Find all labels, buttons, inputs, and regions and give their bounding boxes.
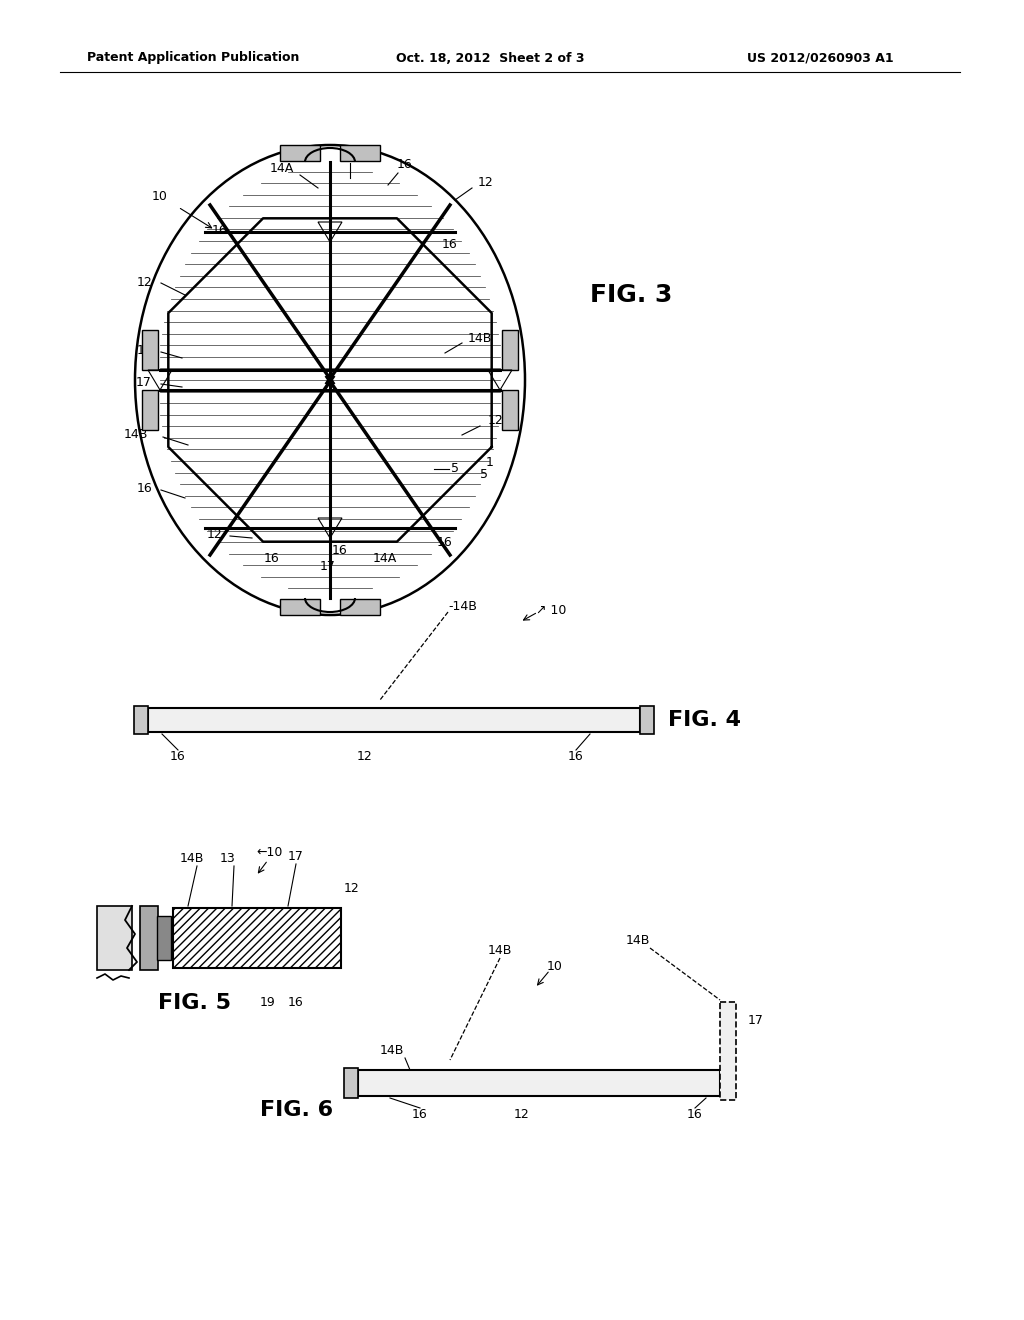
Bar bbox=[502, 389, 518, 430]
Text: 1: 1 bbox=[486, 455, 494, 469]
Bar bbox=[502, 330, 518, 370]
Text: 10: 10 bbox=[153, 190, 168, 203]
Text: 14A: 14A bbox=[373, 552, 397, 565]
Text: 14A: 14A bbox=[270, 161, 294, 174]
Bar bbox=[140, 906, 158, 970]
Text: 15: 15 bbox=[342, 149, 358, 161]
Text: 16: 16 bbox=[412, 1109, 428, 1122]
Text: 16: 16 bbox=[687, 1109, 702, 1122]
Text: 16: 16 bbox=[212, 223, 228, 236]
Bar bbox=[280, 599, 319, 615]
Text: 14B: 14B bbox=[380, 1044, 404, 1056]
Bar bbox=[340, 599, 380, 615]
Text: 14B: 14B bbox=[180, 851, 204, 865]
Bar bbox=[280, 145, 319, 161]
Text: 16: 16 bbox=[437, 536, 453, 549]
Text: 12: 12 bbox=[478, 177, 494, 190]
Text: 10: 10 bbox=[547, 960, 563, 973]
Bar bbox=[344, 1068, 358, 1098]
Text: 12: 12 bbox=[207, 528, 223, 541]
Text: FIG. 4: FIG. 4 bbox=[668, 710, 741, 730]
Text: 14B: 14B bbox=[487, 944, 512, 957]
Text: FIG. 3: FIG. 3 bbox=[590, 282, 673, 308]
Text: 19: 19 bbox=[260, 997, 275, 1010]
Bar bbox=[358, 1071, 720, 1096]
Text: Patent Application Publication: Patent Application Publication bbox=[87, 51, 299, 65]
Text: FIG. 5: FIG. 5 bbox=[158, 993, 231, 1012]
Text: 13: 13 bbox=[220, 851, 236, 865]
Text: ↗ 10: ↗ 10 bbox=[536, 603, 566, 616]
Text: 17: 17 bbox=[321, 560, 336, 573]
Bar bbox=[134, 706, 148, 734]
Text: 16: 16 bbox=[288, 997, 304, 1010]
Bar bbox=[148, 708, 640, 733]
Text: 16: 16 bbox=[170, 750, 186, 763]
Bar bbox=[142, 389, 158, 430]
Bar bbox=[720, 1002, 736, 1100]
Text: 12: 12 bbox=[488, 413, 504, 426]
Text: 14B: 14B bbox=[626, 933, 650, 946]
Text: 5: 5 bbox=[480, 467, 488, 480]
Text: 14B: 14B bbox=[468, 331, 493, 345]
Text: 12: 12 bbox=[514, 1109, 529, 1122]
Text: 17: 17 bbox=[288, 850, 304, 862]
Text: -14B: -14B bbox=[449, 599, 477, 612]
Bar bbox=[142, 330, 158, 370]
Bar bbox=[340, 145, 380, 161]
Bar bbox=[640, 706, 654, 734]
Bar bbox=[157, 916, 171, 960]
Text: 17: 17 bbox=[748, 1014, 764, 1027]
Text: 16: 16 bbox=[136, 482, 152, 495]
Text: 14B: 14B bbox=[124, 429, 148, 441]
Text: 16: 16 bbox=[568, 750, 584, 763]
Text: 17: 17 bbox=[136, 375, 152, 388]
Text: 16: 16 bbox=[397, 158, 413, 172]
Text: 12: 12 bbox=[344, 882, 359, 895]
Text: 16: 16 bbox=[136, 343, 152, 356]
Bar bbox=[173, 908, 341, 968]
Text: FIG. 6: FIG. 6 bbox=[260, 1100, 333, 1119]
Text: 16: 16 bbox=[264, 552, 280, 565]
Text: 12: 12 bbox=[136, 276, 152, 289]
Text: 16: 16 bbox=[442, 238, 458, 251]
Text: 16: 16 bbox=[332, 544, 348, 557]
Text: 12: 12 bbox=[357, 750, 373, 763]
Text: 5: 5 bbox=[451, 462, 459, 474]
Text: US 2012/0260903 A1: US 2012/0260903 A1 bbox=[746, 51, 893, 65]
Bar bbox=[97, 906, 132, 970]
Text: Oct. 18, 2012  Sheet 2 of 3: Oct. 18, 2012 Sheet 2 of 3 bbox=[395, 51, 585, 65]
Text: ←10: ←10 bbox=[257, 846, 284, 858]
